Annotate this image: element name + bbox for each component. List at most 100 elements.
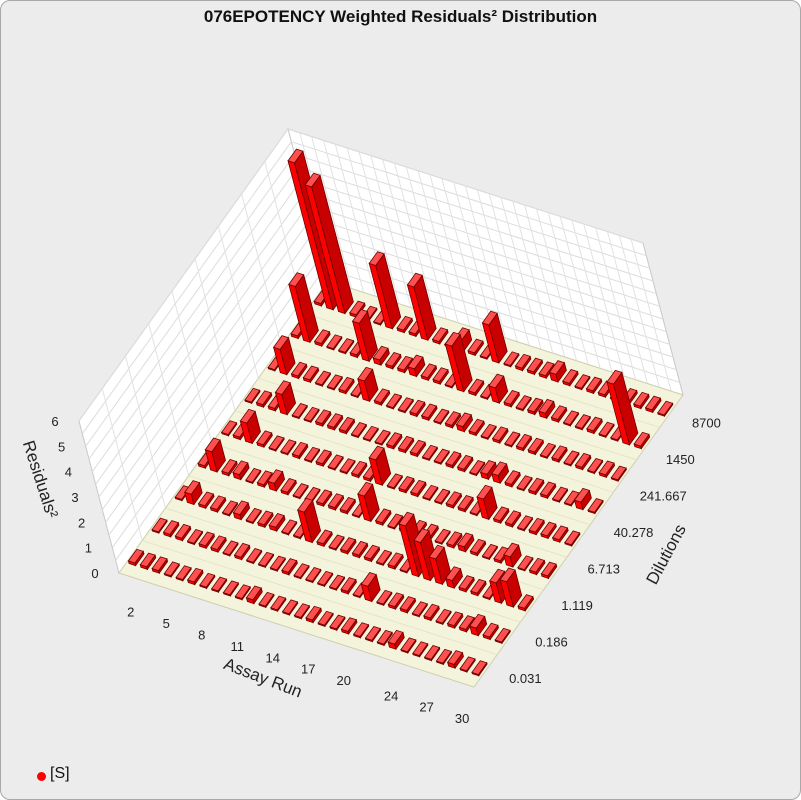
bar bbox=[222, 540, 239, 557]
bar bbox=[411, 601, 428, 618]
bar-top bbox=[387, 592, 404, 608]
bar-top bbox=[606, 369, 623, 385]
bar bbox=[372, 345, 390, 367]
x-tick-label: 8 bbox=[198, 628, 205, 643]
bar-top bbox=[409, 399, 426, 415]
bar bbox=[564, 530, 581, 547]
bar bbox=[327, 493, 345, 511]
bar-top bbox=[562, 410, 580, 426]
bar-top bbox=[234, 584, 251, 599]
bar bbox=[503, 351, 520, 368]
bar-top bbox=[384, 352, 402, 367]
bar bbox=[313, 329, 331, 348]
bar-top bbox=[458, 615, 475, 630]
bar bbox=[151, 517, 168, 535]
gridline bbox=[465, 185, 506, 339]
bar-top bbox=[420, 403, 438, 419]
bar-top bbox=[302, 365, 319, 381]
bar-top bbox=[397, 397, 414, 412]
gridline bbox=[536, 208, 577, 361]
bar-top bbox=[376, 589, 393, 605]
gridline bbox=[441, 178, 483, 331]
bar-top bbox=[139, 552, 156, 568]
bar-top bbox=[376, 629, 393, 645]
bar-top bbox=[407, 354, 424, 370]
bar bbox=[586, 416, 603, 435]
bar-top bbox=[256, 430, 273, 446]
chart-ticks: 258111417202427300.0310.1861.1196.71340.… bbox=[51, 414, 720, 726]
bar bbox=[232, 460, 250, 481]
bar-top bbox=[458, 575, 475, 590]
bar-top bbox=[151, 517, 168, 533]
bar-top bbox=[245, 467, 262, 483]
bar bbox=[606, 369, 639, 446]
x-tick-label: 11 bbox=[231, 639, 245, 654]
bar-top bbox=[422, 484, 439, 500]
x-tick-label: 30 bbox=[455, 711, 469, 726]
bar-top bbox=[221, 500, 239, 516]
gridline bbox=[105, 230, 316, 523]
bar-top bbox=[274, 380, 291, 395]
bar-top bbox=[412, 641, 429, 656]
bar-top bbox=[586, 416, 603, 432]
bar bbox=[302, 365, 320, 384]
bar bbox=[503, 542, 522, 568]
bar bbox=[245, 548, 263, 565]
x-tick-label: 2 bbox=[127, 605, 134, 620]
bar-top bbox=[526, 397, 544, 413]
bar bbox=[351, 540, 369, 559]
bar bbox=[586, 458, 604, 475]
bar bbox=[446, 611, 464, 630]
bar-top bbox=[476, 484, 493, 500]
bar bbox=[270, 595, 287, 613]
bar-top bbox=[233, 542, 251, 558]
bar-top bbox=[563, 450, 580, 466]
bar bbox=[491, 461, 510, 485]
bar-top bbox=[488, 373, 505, 389]
bar-top bbox=[244, 387, 261, 403]
bar bbox=[386, 473, 403, 490]
bar bbox=[480, 423, 497, 441]
bar bbox=[197, 491, 215, 510]
bar bbox=[633, 431, 651, 450]
bar bbox=[340, 617, 358, 635]
bar-top bbox=[374, 508, 392, 524]
bar-top bbox=[435, 608, 452, 624]
bar-top bbox=[316, 570, 334, 586]
bar-top bbox=[270, 595, 287, 611]
bar-top bbox=[163, 561, 180, 577]
gridline bbox=[512, 201, 554, 354]
bar bbox=[244, 387, 261, 405]
bar bbox=[504, 431, 521, 448]
bar bbox=[574, 414, 591, 431]
bar bbox=[387, 592, 405, 611]
bar-top bbox=[516, 515, 534, 530]
bar-top bbox=[610, 465, 627, 481]
legend-marker-icon bbox=[37, 771, 46, 781]
bar bbox=[538, 398, 556, 420]
bar bbox=[481, 310, 508, 364]
bar bbox=[406, 272, 437, 342]
bar bbox=[539, 481, 557, 500]
bar-top bbox=[398, 476, 415, 491]
bar-top bbox=[340, 617, 357, 632]
bar bbox=[357, 366, 379, 403]
bar-top bbox=[162, 520, 180, 535]
bar-top bbox=[290, 361, 307, 377]
bar bbox=[245, 507, 262, 525]
bar-top bbox=[491, 426, 509, 442]
bar bbox=[337, 338, 355, 355]
bar bbox=[598, 421, 615, 439]
bar-top bbox=[479, 460, 497, 475]
bar-top bbox=[398, 511, 415, 527]
x-tick-label: 20 bbox=[337, 673, 351, 688]
bar bbox=[433, 488, 451, 506]
gridline bbox=[618, 235, 660, 388]
bar bbox=[499, 567, 523, 609]
bar bbox=[467, 378, 485, 397]
bar bbox=[221, 500, 239, 517]
gridline bbox=[370, 155, 412, 308]
bar bbox=[423, 603, 440, 622]
bar bbox=[444, 411, 462, 429]
gridline bbox=[78, 128, 289, 422]
